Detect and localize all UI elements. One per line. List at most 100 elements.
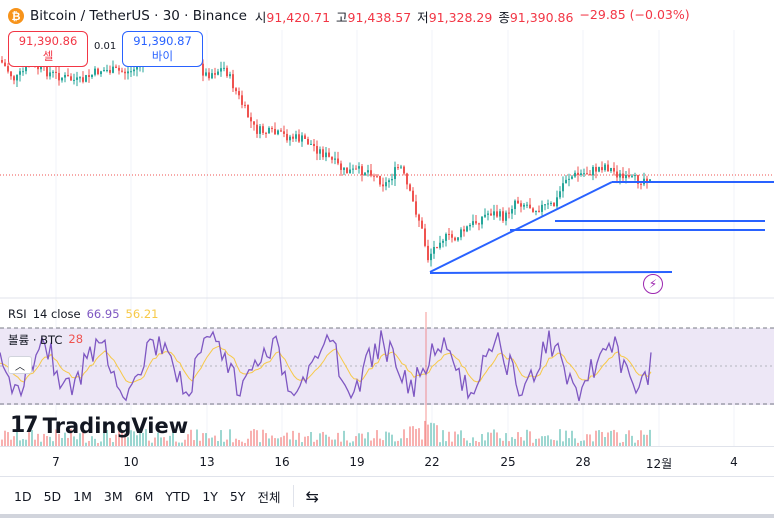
candle-body <box>514 200 516 209</box>
buy-button[interactable]: 91,390.87 바이 <box>122 31 203 67</box>
volume-bar <box>514 438 516 446</box>
volume-bar <box>334 439 336 446</box>
candle-body <box>388 180 390 183</box>
candle-body <box>238 91 240 96</box>
candle-body <box>538 210 540 212</box>
volume-bar <box>76 439 78 446</box>
volume-bar <box>310 431 312 446</box>
volume-bar <box>424 420 426 446</box>
volume-bar <box>439 442 441 446</box>
timeframe-1y[interactable]: 1Y <box>202 488 218 504</box>
volume-bar <box>88 440 90 446</box>
candle-body <box>304 135 306 139</box>
rsi-legend[interactable]: RSI 14 close 66.95 56.21 <box>8 307 158 321</box>
calendar-range-icon[interactable]: ⇆ <box>305 486 319 506</box>
volume-bar <box>646 434 648 446</box>
volume-bar <box>163 437 165 446</box>
sell-button[interactable]: 91,390.86 셀 <box>8 31 88 67</box>
volume-bar <box>586 434 588 446</box>
candle-body <box>589 174 591 176</box>
volume-bar <box>541 436 543 446</box>
candle-body <box>220 68 222 72</box>
volume-bar <box>196 429 198 446</box>
candle-body <box>7 66 9 72</box>
candle-body <box>430 253 432 261</box>
volume-bar <box>460 430 462 446</box>
candle-body <box>598 167 600 172</box>
chevron-up-icon[interactable]: ︿ <box>8 356 32 374</box>
candle-body <box>256 124 258 134</box>
timeframe-all[interactable]: 전체 <box>257 489 281 505</box>
candle-body <box>442 240 444 243</box>
volume-bar <box>469 442 471 446</box>
candle-body <box>424 228 426 246</box>
volume-bar <box>520 437 522 446</box>
volume-legend[interactable]: 볼륨 · BTC 28 <box>8 332 83 348</box>
candle-body <box>523 204 525 207</box>
volume-bar <box>10 439 12 446</box>
bottom-scrollbar[interactable] <box>0 514 774 518</box>
candle-body <box>466 226 468 232</box>
candle-body <box>283 131 285 134</box>
candle-body <box>49 72 51 77</box>
candle-body <box>301 135 303 142</box>
candle-body <box>394 167 396 180</box>
volume-bar <box>382 440 384 446</box>
volume-bar <box>316 439 318 446</box>
volume-bar <box>172 432 174 446</box>
timeframe-1d[interactable]: 1D <box>14 488 32 504</box>
volume-bar <box>184 439 186 446</box>
rsi-label: RSI <box>8 307 27 321</box>
timeframe-3m[interactable]: 3M <box>103 488 123 504</box>
candle-body <box>307 138 309 145</box>
volume-bar <box>244 442 246 446</box>
symbol-title[interactable]: Bitcoin / TetherUS · 30 · Binance <box>30 8 247 24</box>
volume-bar <box>379 438 381 446</box>
candle-body <box>262 126 264 133</box>
candle-body <box>475 221 477 224</box>
volume-bar <box>493 429 495 446</box>
candle-body <box>379 175 381 185</box>
timeframe-ytd[interactable]: YTD <box>165 488 191 504</box>
candle-body <box>106 69 108 71</box>
candle-body <box>634 175 636 177</box>
volume-bar <box>481 434 483 446</box>
timeframe-1m[interactable]: 1M <box>73 488 92 504</box>
candle-body <box>226 67 228 77</box>
volume-bar <box>178 442 180 446</box>
time-axis[interactable]: 7 10 13 16 19 22 25 28 12월 4 <box>0 446 774 475</box>
volume-bar <box>124 433 126 446</box>
candle-body <box>313 143 315 147</box>
candle-body <box>76 77 78 80</box>
volume-bar <box>202 433 204 446</box>
candle-body <box>19 71 21 75</box>
volume-bar <box>109 437 111 446</box>
volume-bar <box>130 430 132 446</box>
candle-body <box>85 75 87 82</box>
timeframe-5y[interactable]: 5Y <box>229 488 246 504</box>
volume-bar <box>1 439 3 446</box>
volume-bar <box>121 430 123 446</box>
candle-body <box>553 202 555 207</box>
volume-bar <box>604 437 606 446</box>
lightning-alert-icon[interactable]: ⚡ <box>643 274 663 294</box>
timeframe-5d[interactable]: 5D <box>43 488 62 504</box>
candle-body <box>493 211 495 216</box>
candle-body <box>58 72 60 81</box>
volume-bar <box>319 433 321 446</box>
volume-bar <box>394 441 396 446</box>
high-label: 고 <box>336 9 348 25</box>
volume-bar <box>370 440 372 446</box>
volume-bar <box>538 438 540 446</box>
candle-body <box>586 173 588 175</box>
volume-bar <box>388 432 390 446</box>
candle-body <box>97 68 99 75</box>
timeframe-6m[interactable]: 6M <box>134 488 154 504</box>
price-chart[interactable] <box>0 0 774 446</box>
candle-body <box>526 204 528 206</box>
volume-bar <box>214 435 216 446</box>
volume-bar <box>112 442 114 446</box>
volume-bar <box>457 434 459 446</box>
volume-bar <box>160 437 162 446</box>
tradingview-watermark[interactable]: 17 TradingView <box>10 413 188 438</box>
